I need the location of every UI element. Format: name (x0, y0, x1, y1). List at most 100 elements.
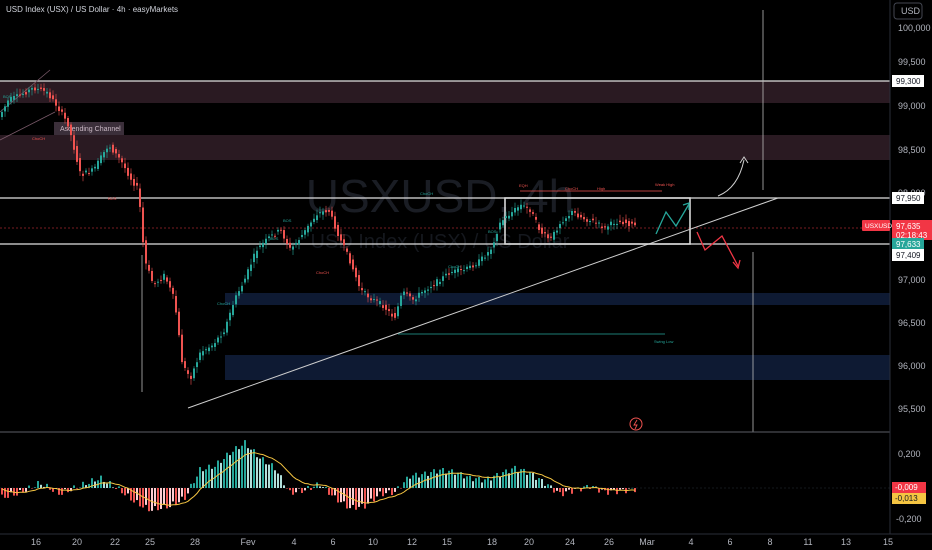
y-tick: 96,000 (898, 361, 926, 371)
candle-body (607, 226, 609, 230)
candle-body (394, 313, 396, 318)
histogram-bar (364, 488, 366, 509)
histogram-bar (103, 481, 105, 488)
histogram-bar (538, 478, 540, 488)
histogram-bar (472, 481, 474, 488)
candle-body (415, 299, 417, 302)
x-tick: Mar (639, 537, 655, 547)
histogram-bar (517, 471, 519, 488)
histogram-bar (25, 488, 27, 492)
histogram-bar (262, 457, 264, 488)
histogram-bar (136, 488, 138, 501)
y-tick: 97,000 (898, 275, 926, 285)
histogram-bar (547, 484, 549, 488)
histogram-bar (88, 483, 90, 488)
histogram-bar (220, 462, 222, 488)
candle-body (160, 279, 162, 281)
histogram-bar (541, 478, 543, 488)
candle-body (526, 206, 528, 208)
histogram-bar (352, 488, 354, 505)
candle-body (316, 215, 318, 221)
candle-body (439, 281, 441, 285)
histogram-bar (433, 469, 435, 488)
candle-body (97, 160, 99, 169)
histogram-bar (241, 445, 243, 488)
candle-body (22, 93, 24, 95)
histogram-bar (34, 487, 36, 488)
lightning-icon[interactable] (629, 417, 643, 431)
level-tag-97950[interactable] (892, 192, 924, 204)
histogram-bar (160, 488, 162, 509)
eqh-label: EQH (519, 183, 528, 188)
histogram-bar (490, 480, 492, 488)
indicator-tag-2[interactable] (892, 493, 926, 504)
histogram-bar (583, 486, 585, 488)
histogram-bar (532, 472, 534, 488)
candle-body (172, 287, 174, 294)
candle-body (16, 94, 18, 97)
histogram-bar (211, 468, 213, 488)
candle-body (532, 212, 534, 214)
candle-body (19, 94, 21, 96)
histogram-bar (607, 488, 609, 495)
candle-body (544, 232, 546, 234)
time-axis[interactable]: 16 20 22 25 28 Fev 4 6 10 12 15 18 20 24 26 Mar 4 6 8 11 13 1… (31, 537, 893, 547)
histogram-bar (301, 488, 303, 493)
histogram-bar (190, 483, 192, 488)
level-tag-99300[interactable] (892, 75, 924, 87)
candle-body (403, 291, 405, 296)
histogram-bar (217, 460, 219, 488)
candle-body (385, 304, 387, 310)
bos-label: BOS (108, 196, 117, 201)
x-tick: Fev (240, 537, 256, 547)
candle-body (163, 273, 165, 280)
ascending-trendline[interactable] (187, 197, 779, 409)
histogram-bar (520, 469, 522, 488)
histogram-bar (370, 488, 372, 499)
candle-body (472, 265, 474, 268)
candle-body (52, 95, 54, 100)
candle-body (556, 230, 558, 233)
price-tag[interactable] (892, 220, 932, 240)
candle-body (145, 240, 147, 264)
histogram-bar (409, 478, 411, 488)
x-tick: 24 (565, 537, 575, 547)
symbol-tag[interactable] (862, 220, 890, 231)
histogram-bar (406, 476, 408, 488)
candle-body (361, 288, 363, 291)
indicator-tag-1[interactable] (892, 482, 926, 493)
histogram-bar (313, 486, 315, 488)
candle-body (604, 226, 606, 228)
candle-body (277, 229, 279, 232)
candle-body (214, 343, 216, 347)
histogram-bar (208, 464, 210, 488)
y-tick: 100,000 (898, 23, 931, 33)
x-tick: 4 (291, 537, 296, 547)
projection-arrow-up-curve (717, 159, 745, 197)
candle-body (397, 306, 399, 317)
candle-body (58, 106, 60, 111)
level-tag-97633[interactable] (892, 238, 924, 249)
candle-body (262, 242, 264, 248)
histogram-bar (451, 469, 453, 488)
histogram-bar (121, 488, 123, 494)
candle-body (139, 188, 141, 207)
candle-body (553, 231, 555, 240)
histogram-bar (91, 478, 93, 488)
candle-body (523, 205, 525, 207)
histogram-bar (580, 488, 582, 492)
histogram-bar (442, 468, 444, 488)
consolidation-box[interactable] (504, 197, 691, 245)
histogram-bar (328, 488, 330, 495)
histogram-bar (382, 488, 384, 497)
histogram-bar (73, 485, 75, 488)
candle-body (232, 305, 234, 316)
level-tag-97409[interactable] (892, 249, 924, 261)
currency-button[interactable] (893, 2, 923, 20)
x-tick: 22 (110, 537, 120, 547)
candle-body (247, 269, 249, 280)
candle-body (256, 250, 258, 258)
candle-body (328, 210, 330, 212)
weak-high-label: Weak High (655, 182, 675, 187)
